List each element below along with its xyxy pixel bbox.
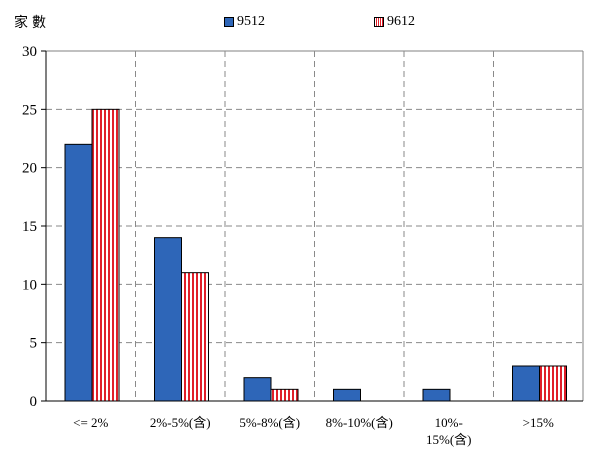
legend-label-9512: 9512 — [237, 14, 265, 29]
y-tick-label: 25 — [22, 102, 37, 118]
x-tick-label: 5%-8%(含) — [239, 415, 300, 430]
x-tick-label: 2%-5%(含) — [150, 415, 211, 430]
bar-9612-5 — [539, 365, 567, 402]
legend-swatch-blue — [224, 17, 234, 27]
legend-swatch-striped — [374, 17, 384, 27]
bar-9612-2 — [270, 388, 299, 402]
x-tick-label: 15%(含) — [426, 432, 472, 447]
x-tick-label: 10%- — [435, 415, 463, 430]
bar-9612-1 — [181, 272, 209, 402]
bar-9512-3 — [333, 388, 361, 402]
bar-9512-0 — [64, 143, 93, 402]
x-tick-label: 8%-10%(含) — [326, 415, 393, 430]
bar-9512-1 — [154, 237, 182, 402]
y-tick-label: 20 — [22, 161, 37, 177]
x-tick-label: <= 2% — [73, 415, 108, 430]
bar-9512-4 — [422, 388, 451, 402]
legend-label-9612: 9612 — [387, 14, 415, 29]
bar-9512-2 — [243, 377, 272, 402]
y-axis-label: 家數 — [14, 16, 50, 31]
x-tick-label: >15% — [523, 415, 554, 430]
y-tick-label: 0 — [30, 394, 38, 410]
legend-item-9612: 9612 — [374, 14, 415, 30]
y-tick-label: 30 — [22, 44, 37, 60]
y-tick-label: 10 — [22, 277, 37, 293]
y-tick-label: 5 — [30, 336, 38, 352]
bar-9512-5 — [512, 365, 540, 402]
legend-item-9512: 9512 — [224, 14, 265, 30]
y-tick-label: 15 — [22, 219, 37, 235]
bar-9612-0 — [91, 108, 120, 402]
